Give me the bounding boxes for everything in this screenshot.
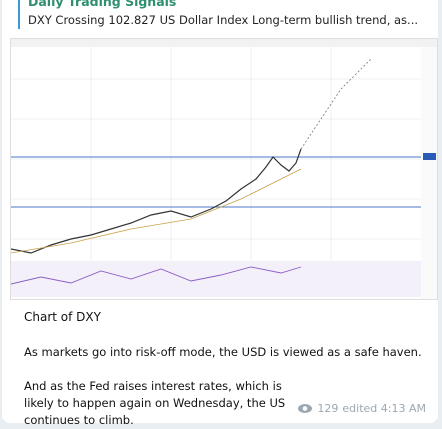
status: edited 4:13 AM xyxy=(342,402,426,415)
moving-average xyxy=(10,168,302,254)
reply-quote[interactable]: Daily Trading Signals DXY Crossing 102.8… xyxy=(18,0,428,29)
paragraph: And as the Fed raises interest rates, wh… xyxy=(24,379,286,427)
indicator-line xyxy=(10,266,302,285)
paragraph: As markets go into risk-off mode, the US… xyxy=(24,345,422,359)
views-icon xyxy=(298,404,313,413)
projection xyxy=(300,58,372,150)
message-meta: 129 edited 4:13 AM xyxy=(297,402,426,415)
grid xyxy=(11,47,421,289)
caption: Chart of DXY xyxy=(24,310,101,324)
views: 129 xyxy=(317,402,339,415)
reply-author: Daily Trading Signals xyxy=(28,0,177,9)
price-tag xyxy=(423,153,436,160)
indicator-panel xyxy=(11,261,421,297)
toolbar xyxy=(11,39,437,47)
price-line xyxy=(10,148,302,254)
price-scale xyxy=(421,47,437,299)
reply-text: DXY Crossing 102.827 US Dollar Index Lon… xyxy=(28,13,419,27)
chart-screenshot xyxy=(10,39,437,299)
chart-image[interactable] xyxy=(10,38,438,300)
